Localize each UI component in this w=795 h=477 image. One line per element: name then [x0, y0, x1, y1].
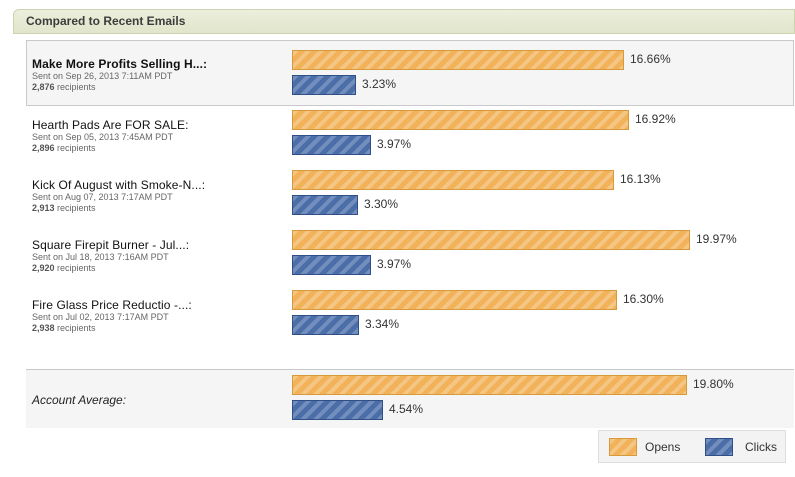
- clicks-percent-label: 3.30%: [364, 197, 399, 211]
- opens-bar: [292, 50, 624, 70]
- account-average-label: Account Average:: [32, 393, 127, 407]
- opens-percent-label: 19.97%: [696, 232, 737, 246]
- email-info: Square Firepit Burner - Jul...: Sent on J…: [32, 238, 189, 274]
- clicks-percent-label: 3.97%: [377, 257, 412, 271]
- recipients-label: recipients: [54, 323, 96, 333]
- opens-bar: [292, 110, 629, 130]
- clicks-bar: [292, 195, 358, 215]
- average-clicks-percent-label: 4.54%: [389, 402, 424, 416]
- panel-title: Compared to Recent Emails: [13, 9, 795, 34]
- clicks-bar: [292, 75, 356, 95]
- email-sent-date: Sent on Sep 26, 2013 7:11AM PDT: [32, 71, 173, 81]
- clicks-bar: [292, 255, 371, 275]
- average-clicks-bar: [292, 400, 383, 420]
- chart-legend: Opens Clicks: [598, 430, 786, 463]
- email-sent-date: Sent on Sep 05, 2013 7:45AM PDT: [32, 132, 174, 142]
- opens-percent-label: 16.66%: [630, 52, 671, 66]
- opens-percent-label: 16.13%: [620, 172, 661, 186]
- email-info: Hearth Pads Are FOR SALE: Sent on Sep 05,…: [32, 118, 189, 154]
- email-sent-date: Sent on Jul 18, 2013 7:16AM PDT: [32, 252, 169, 262]
- recipients-count: 2,876: [32, 82, 55, 92]
- clicks-percent-label: 3.23%: [362, 77, 397, 91]
- legend-clicks-label: Clicks: [745, 440, 777, 454]
- recipients-label: recipients: [54, 263, 96, 273]
- email-info: Make More Profits Selling H...: Sent on S…: [32, 57, 207, 93]
- recipients-count: 2,896: [32, 143, 55, 153]
- email-recipients: 2,896 recipients: [32, 143, 189, 154]
- recipients-label: recipients: [54, 82, 96, 92]
- clicks-percent-label: 3.34%: [365, 317, 400, 331]
- clicks-bar: [292, 135, 371, 155]
- email-sent-date: Sent on Aug 07, 2013 7:17AM PDT: [32, 192, 173, 202]
- email-recipients: 2,920 recipients: [32, 263, 189, 274]
- clicks-bar: [292, 315, 359, 335]
- email-recipients: 2,913 recipients: [32, 203, 205, 214]
- email-recipients: 2,938 recipients: [32, 323, 192, 334]
- opens-bar: [292, 170, 614, 190]
- recipients-count: 2,920: [32, 263, 55, 273]
- email-recipients: 2,876 recipients: [32, 82, 207, 93]
- email-subject-link[interactable]: Square Firepit Burner - Jul...:: [32, 238, 190, 252]
- recipients-count: 2,938: [32, 323, 55, 333]
- clicks-swatch: [705, 438, 733, 456]
- recipients-count: 2,913: [32, 203, 55, 213]
- opens-bar: [292, 230, 690, 250]
- opens-bar: [292, 290, 617, 310]
- legend-opens-label: Opens: [645, 440, 681, 454]
- email-subject-link[interactable]: Kick Of August with Smoke-N...:: [32, 178, 206, 192]
- email-subject-link[interactable]: Fire Glass Price Reductio -...:: [32, 298, 192, 312]
- recipients-label: recipients: [54, 203, 96, 213]
- opens-percent-label: 16.92%: [635, 112, 676, 126]
- email-subject-link[interactable]: Make More Profits Selling H...:: [32, 57, 208, 71]
- email-info: Kick Of August with Smoke-N...: Sent on A…: [32, 178, 205, 214]
- email-sent-date: Sent on Jul 02, 2013 7:17AM PDT: [32, 312, 169, 322]
- opens-swatch: [609, 438, 637, 456]
- clicks-percent-label: 3.97%: [377, 137, 412, 151]
- average-opens-percent-label: 19.80%: [693, 377, 734, 391]
- average-opens-bar: [292, 375, 687, 395]
- opens-percent-label: 16.30%: [623, 292, 664, 306]
- email-subject-link[interactable]: Hearth Pads Are FOR SALE:: [32, 118, 189, 132]
- recipients-label: recipients: [54, 143, 96, 153]
- email-info: Fire Glass Price Reductio -...: Sent on J…: [32, 298, 192, 334]
